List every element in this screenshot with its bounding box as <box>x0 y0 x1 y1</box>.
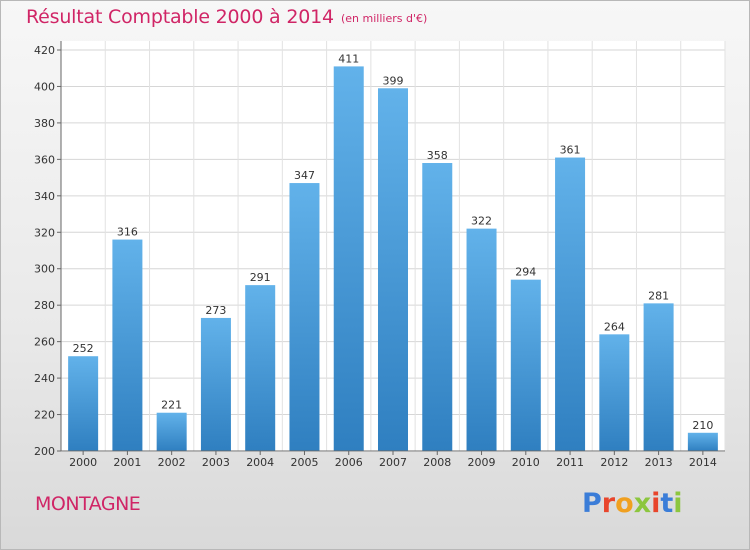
value-label: 361 <box>560 144 581 157</box>
logo-letter: P <box>582 488 602 519</box>
y-tick-label: 280 <box>34 299 55 312</box>
value-label: 411 <box>338 52 359 65</box>
y-tick-label: 240 <box>34 372 55 385</box>
bar-2000 <box>68 356 99 451</box>
proxiti-logo: Proxiti <box>582 488 683 519</box>
value-label: 291 <box>250 271 271 284</box>
x-tick-label: 2009 <box>468 456 496 469</box>
logo-letter: x <box>633 488 652 519</box>
bar-2001 <box>112 239 143 451</box>
chart-title: Résultat Comptable 2000 à 2014 <box>26 6 334 28</box>
y-tick-label: 340 <box>34 190 55 203</box>
chart-subtitle: (en milliers d'€) <box>341 12 428 25</box>
y-tick-label: 420 <box>34 44 55 57</box>
y-tick-label: 260 <box>34 336 55 349</box>
commune-name: MONTAGNE <box>35 493 141 515</box>
value-label: 358 <box>427 149 448 162</box>
bar-2002 <box>156 412 187 451</box>
x-tick-label: 2012 <box>600 456 628 469</box>
bar-2010 <box>510 279 541 451</box>
logo-letter: i <box>673 488 683 519</box>
value-label: 316 <box>117 226 138 239</box>
bar-2003 <box>200 317 231 451</box>
x-tick-label: 2000 <box>69 456 97 469</box>
logo-letter: r <box>601 488 616 519</box>
y-tick-label: 220 <box>34 409 55 422</box>
y-tick-label: 320 <box>34 226 55 239</box>
x-tick-label: 2002 <box>158 456 186 469</box>
bar-2014 <box>687 432 718 451</box>
logo-letter: i <box>651 488 661 519</box>
bar-2013 <box>643 303 674 451</box>
value-label: 294 <box>515 266 536 279</box>
x-tick-label: 2008 <box>423 456 451 469</box>
bar-2012 <box>599 334 630 451</box>
y-tick-label: 400 <box>34 80 55 93</box>
x-tick-label: 2006 <box>335 456 363 469</box>
x-tick-label: 2004 <box>246 456 274 469</box>
axes: 200 220 240 260 280 300 320 340 360 380 400 420 2000… <box>34 41 725 469</box>
bar-2008 <box>422 163 453 451</box>
value-label: 281 <box>648 289 669 302</box>
value-label: 347 <box>294 169 315 182</box>
bars-group: 252 316 221 273 291 347 411 399 358 322 294 361 264 2… <box>68 52 718 452</box>
bar-2009 <box>466 228 497 451</box>
bar-2011 <box>555 157 586 452</box>
bar-2004 <box>245 285 276 451</box>
value-label: 210 <box>692 419 713 432</box>
x-tick-label: 2003 <box>202 456 230 469</box>
value-label: 264 <box>604 320 625 333</box>
bar-2005 <box>289 183 320 452</box>
x-tick-label: 2010 <box>512 456 540 469</box>
y-tick-label: 380 <box>34 117 55 130</box>
value-label: 322 <box>471 215 492 228</box>
logo-letter: t <box>660 488 674 519</box>
value-label: 399 <box>383 74 404 87</box>
value-label: 273 <box>205 304 226 317</box>
y-tick-label: 360 <box>34 153 55 166</box>
bar-2007 <box>378 88 408 451</box>
bar-2006 <box>333 66 364 452</box>
y-tick-label: 200 <box>34 445 55 458</box>
logo-letter: o <box>615 488 634 519</box>
x-tick-label: 2014 <box>689 456 717 469</box>
x-tick-label: 2007 <box>379 456 407 469</box>
value-label: 221 <box>161 399 182 412</box>
y-tick-label: 300 <box>34 263 55 276</box>
x-tick-label: 2005 <box>290 456 318 469</box>
value-label: 252 <box>73 342 94 355</box>
x-tick-label: 2013 <box>645 456 673 469</box>
x-tick-label: 2001 <box>113 456 141 469</box>
x-tick-label: 2011 <box>556 456 584 469</box>
